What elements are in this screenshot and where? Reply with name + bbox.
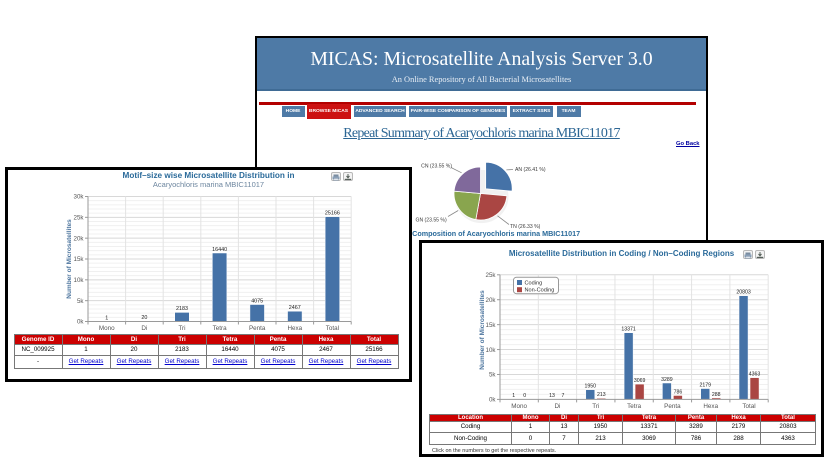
svg-text:GN (23.55 %): GN (23.55 %) [416,218,447,224]
svg-text:13371: 13371 [621,327,636,333]
svg-text:10k: 10k [74,277,85,284]
svg-text:2179: 2179 [699,382,711,388]
svg-text:20k: 20k [486,297,497,304]
svg-text:25k: 25k [486,272,497,279]
svg-text:0k: 0k [77,319,84,326]
svg-text:1: 1 [105,315,108,321]
svg-text:Hexa: Hexa [703,403,718,410]
svg-text:7: 7 [562,393,565,399]
svg-text:16440: 16440 [212,247,227,253]
svg-text:Di: Di [554,403,560,410]
svg-text:Penta: Penta [664,403,681,410]
svg-text:2183: 2183 [176,306,188,312]
svg-text:0k: 0k [489,397,496,404]
svg-text:1950: 1950 [585,383,597,389]
svg-text:Tetra: Tetra [627,403,641,410]
svg-text:AN (26.41 %): AN (26.41 %) [515,167,546,173]
svg-text:Total: Total [326,325,339,332]
svg-text:Tri: Tri [178,325,185,332]
svg-text:Tri: Tri [592,403,599,410]
svg-text:4075: 4075 [251,298,263,304]
svg-text:Tetra: Tetra [213,325,227,332]
svg-text:25k: 25k [74,215,85,222]
svg-text:15k: 15k [74,256,85,263]
svg-text:20803: 20803 [736,290,751,296]
svg-text:Mono: Mono [511,403,527,410]
svg-text:288: 288 [712,392,721,398]
svg-text:Non-Coding: Non-Coding [525,288,555,294]
svg-text:3289: 3289 [661,377,673,383]
svg-text:CN (23.55 %): CN (23.55 %) [421,164,452,170]
svg-text:Mono: Mono [99,325,115,332]
svg-text:Coding: Coding [525,281,543,287]
svg-text:4363: 4363 [749,371,761,377]
svg-text:Number of Microsatellites: Number of Microsatellites [66,219,73,299]
svg-text:Hexa: Hexa [287,325,302,332]
svg-text:25166: 25166 [325,210,340,216]
svg-text:Di: Di [141,325,147,332]
svg-text:20k: 20k [74,235,85,242]
svg-text:13: 13 [549,393,555,399]
svg-text:5k: 5k [489,372,496,379]
svg-text:3069: 3069 [634,378,646,384]
svg-text:Penta: Penta [249,325,266,332]
svg-text:30k: 30k [74,194,85,201]
svg-text:Total: Total [742,403,755,410]
svg-text:213: 213 [597,392,606,398]
svg-text:0: 0 [523,393,526,399]
svg-text:2467: 2467 [289,305,301,311]
svg-text:10k: 10k [486,347,497,354]
svg-text:Number of Microsatellites: Number of Microsatellites [479,290,486,370]
svg-text:TN (26.33 %): TN (26.33 %) [510,224,541,230]
svg-text:786: 786 [674,389,683,395]
svg-text:5k: 5k [77,298,84,305]
svg-text:20: 20 [141,315,147,321]
svg-text:15k: 15k [486,322,497,329]
svg-text:1: 1 [512,393,515,399]
